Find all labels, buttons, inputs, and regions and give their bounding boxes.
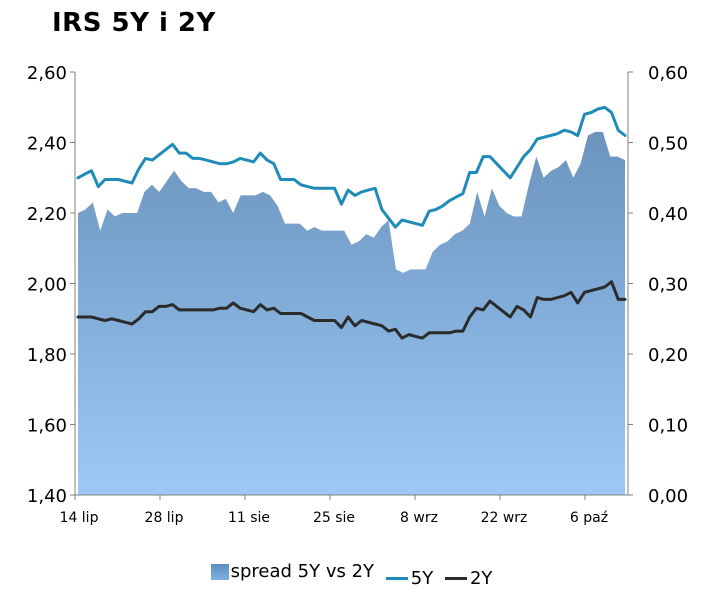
legend-label-2y: 2Y	[469, 567, 493, 589]
chart-title: IRS 5Y i 2Y	[52, 8, 216, 38]
right-tick-label: 0,00	[648, 486, 688, 507]
x-tick-label: 22 wrz	[481, 510, 528, 526]
x-tick-label: 14 lip	[60, 510, 99, 526]
x-tick-label: 6 paź	[570, 510, 608, 526]
x-tick-label: 8 wrz	[400, 510, 438, 526]
series-line-2y	[76, 280, 627, 340]
left-tick-label: 2,20	[27, 204, 67, 225]
legend-swatch-2y	[444, 576, 467, 580]
legend-item-2y: 2Y	[444, 567, 493, 589]
legend-label-spread: spread 5Y vs 2Y	[230, 561, 375, 582]
x-tick-label: 28 lip	[145, 510, 184, 526]
legend: spread 5Y vs 2Y 5Y 2Y	[0, 561, 703, 589]
series-area-spread	[78, 131, 625, 495]
right-tick-label: 0,60	[648, 63, 688, 84]
left-tick-label: 1,40	[27, 486, 67, 507]
left-tick-label: 2,00	[27, 275, 67, 296]
legend-item-5y: 5Y	[385, 567, 434, 589]
x-tick-label: 25 sie	[313, 510, 355, 526]
x-tick-label: 11 sie	[228, 510, 270, 526]
legend-item-spread: spread 5Y vs 2Y	[210, 561, 375, 582]
right-tick-label: 0,10	[648, 416, 688, 437]
series-line-5y	[76, 105, 627, 229]
left-tick-label: 1,80	[27, 345, 67, 366]
left-tick-label: 1,60	[27, 416, 67, 437]
right-tick-label: 0,30	[648, 275, 688, 296]
legend-swatch-spread	[210, 563, 229, 580]
right-tick-label: 0,20	[648, 345, 688, 366]
left-tick-label: 2,60	[27, 63, 67, 84]
legend-label-5y: 5Y	[410, 567, 434, 589]
right-tick-label: 0,40	[648, 204, 688, 225]
right-tick-label: 0,50	[648, 134, 688, 155]
left-tick-label: 2,40	[27, 134, 67, 155]
legend-swatch-5y	[385, 576, 408, 580]
